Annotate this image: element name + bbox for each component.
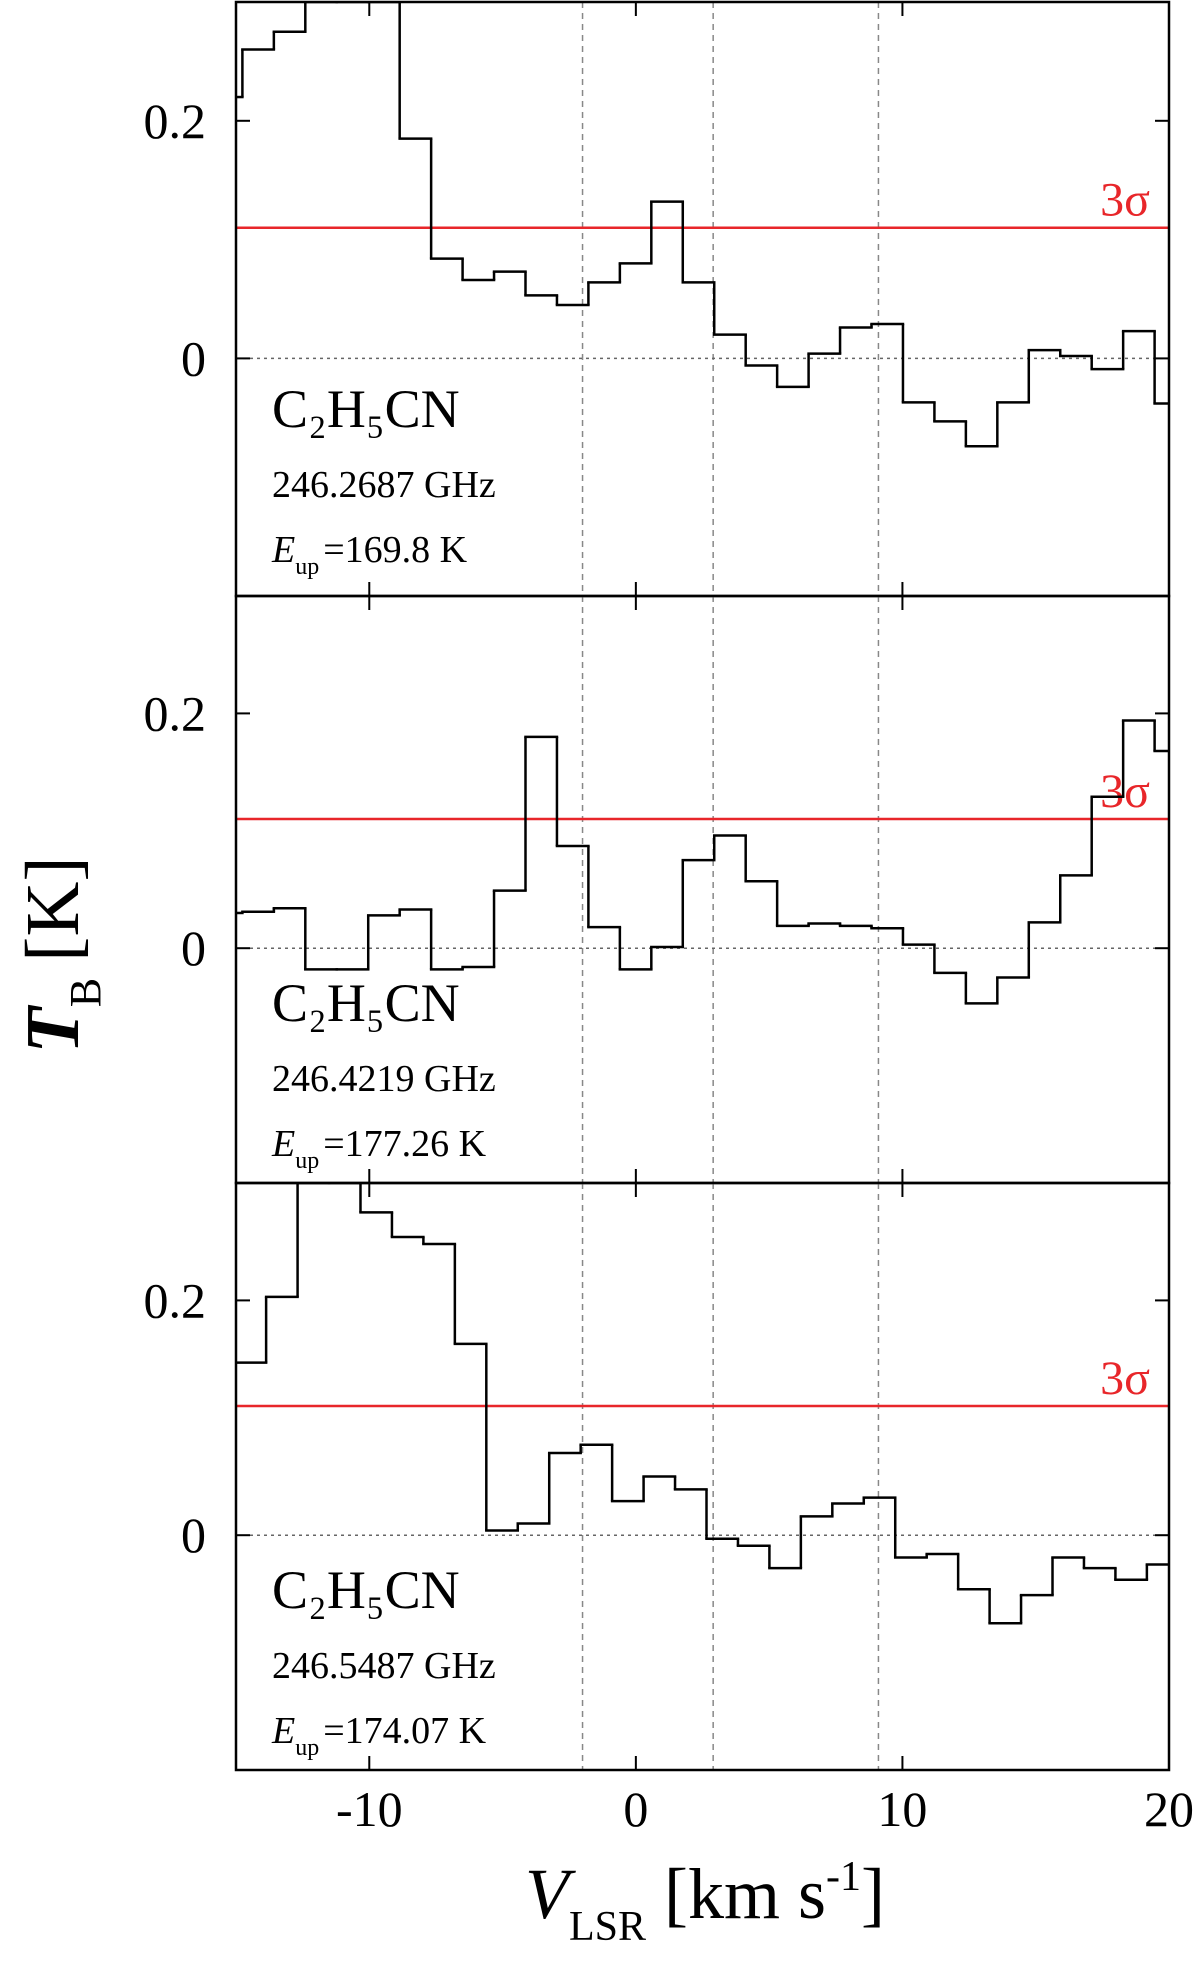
panel: 3σ 0 0.2 C₂H₅CN 246.2687 GHz Eup =169.8 K (144, 0, 1171, 598)
x-title-end: ] (861, 1854, 885, 1934)
panel-frame (234, 0, 1171, 598)
energy-symbol: E (271, 1710, 295, 1752)
energy-label: Eup =169.8 K (271, 529, 468, 580)
y-title-subscript: B (61, 978, 110, 1007)
energy-value: =174.07 K (323, 1710, 486, 1752)
panel: 3σ 0 0.2 C₂H₅CN 246.5487 GHz Eup =174.07 K (144, 1181, 1171, 1772)
species-label: C₂H₅CN (272, 973, 460, 1033)
y-title-symbol: T (11, 1005, 95, 1054)
y-axis-title: TB [K] (11, 856, 110, 1053)
frequency-label: 246.5487 GHz (272, 1645, 496, 1687)
x-tick-label: -10 (336, 1781, 403, 1837)
threshold-label: 3σ (1100, 1352, 1150, 1405)
energy-label: Eup =174.07 K (271, 1710, 487, 1761)
x-axis-title: VLSR [km s-1] (525, 1854, 885, 1950)
x-tick-label: 0 (623, 1781, 648, 1837)
species-label: C₂H₅CN (272, 1560, 460, 1620)
y-title-unit: [K] (11, 856, 95, 962)
energy-subscript: up (295, 1735, 319, 1761)
y-tick-label: 0 (181, 920, 206, 976)
x-tick-label: 20 (1144, 1781, 1194, 1837)
x-title-unit: [km s (664, 1854, 826, 1934)
energy-subscript: up (295, 1148, 319, 1174)
energy-symbol: E (271, 529, 295, 571)
energy-subscript: up (295, 554, 319, 580)
spectrum (236, 1183, 1169, 1625)
y-tick-label: 0.2 (144, 1272, 207, 1328)
spectrum (236, 2, 1169, 448)
threshold-label: 3σ (1100, 765, 1150, 818)
y-tick-label: 0.2 (144, 93, 207, 149)
x-title-subscript: LSR (569, 1904, 646, 1950)
energy-label: Eup =177.26 K (271, 1123, 487, 1174)
x-title-symbol: V (525, 1854, 576, 1934)
x-tick-label: 10 (877, 1781, 927, 1837)
energy-symbol: E (271, 1123, 295, 1165)
frequency-label: 246.2687 GHz (272, 464, 496, 506)
x-title-superscript: -1 (826, 1854, 861, 1900)
energy-value: =177.26 K (323, 1123, 486, 1165)
energy-value: =169.8 K (323, 529, 467, 571)
panel: 3σ 0 0.2 C₂H₅CN 246.4219 GHz Eup =177.26 K (144, 594, 1171, 1185)
panel-frame (234, 1181, 1171, 1772)
y-tick-label: 0 (181, 330, 206, 386)
species-label: C₂H₅CN (272, 379, 460, 439)
threshold-label: 3σ (1100, 174, 1150, 227)
spectrum (236, 719, 1169, 1005)
y-tick-label: 0 (181, 1507, 206, 1563)
frequency-label: 246.4219 GHz (272, 1058, 496, 1100)
y-tick-label: 0.2 (144, 685, 207, 741)
